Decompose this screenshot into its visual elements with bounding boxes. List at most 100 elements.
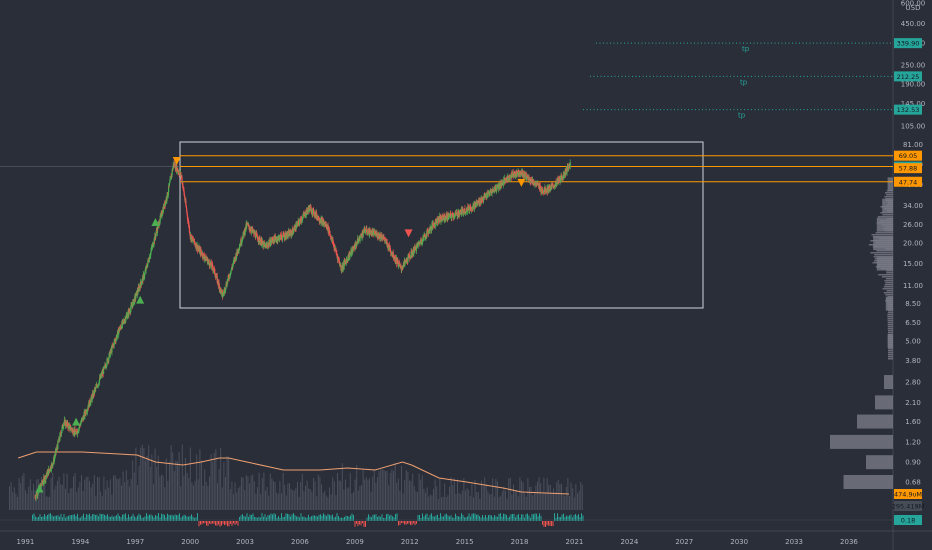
- candle-body: [426, 230, 428, 237]
- candle-body: [343, 260, 345, 267]
- candle-body: [168, 185, 170, 187]
- volume-bar: [81, 475, 82, 510]
- volume-bar: [244, 490, 246, 510]
- candle-body: [506, 176, 509, 182]
- volume-bar: [337, 472, 338, 510]
- candle-body: [263, 242, 265, 248]
- oscillator-bar: [350, 515, 351, 521]
- oscillator-bar: [477, 514, 479, 521]
- oscillator-bar: [339, 517, 341, 521]
- oscillator-bar: [372, 514, 374, 521]
- candle-body: [518, 173, 520, 176]
- candle-body: [436, 221, 439, 223]
- oscillator-bar: [254, 517, 255, 521]
- volume-bar: [90, 487, 92, 510]
- oscillator-bar: [411, 521, 413, 525]
- volume-bar: [74, 473, 76, 510]
- candle-body: [352, 247, 354, 249]
- oscillator-bar: [206, 521, 207, 526]
- volume-bar: [407, 471, 409, 510]
- oscillator-bar: [231, 521, 233, 526]
- candle-body: [509, 177, 511, 180]
- candle-body: [258, 241, 260, 243]
- price-axis-background[interactable]: [893, 0, 932, 550]
- oscillator-bar: [294, 515, 296, 521]
- candle-body: [449, 213, 451, 217]
- time-axis[interactable]: 1991 1994 1997 2000 2003 2006 2009 2012 2015 2018…: [17, 538, 859, 546]
- candle-body: [429, 230, 431, 233]
- volume-bar: [79, 481, 81, 510]
- candle-body: [215, 276, 217, 278]
- candle-body: [208, 263, 211, 267]
- oscillator-bar: [402, 521, 404, 524]
- candle-body: [291, 232, 293, 234]
- volume-bar: [580, 481, 582, 510]
- signal-triangle: [72, 417, 81, 426]
- volume-bar: [529, 486, 530, 510]
- candle-body: [265, 244, 267, 249]
- volume-bar: [201, 460, 202, 510]
- volume-bar: [353, 492, 354, 510]
- candle-body: [402, 266, 404, 268]
- volume-bar: [482, 485, 484, 510]
- volume-bar: [298, 496, 300, 510]
- oscillator-bar: [530, 517, 531, 521]
- candle-body: [204, 258, 206, 260]
- candle-body: [267, 244, 269, 247]
- candle-body: [349, 253, 351, 255]
- candle-body: [297, 220, 299, 225]
- volume-bar: [556, 482, 558, 510]
- horizontal-levels[interactable]: [0, 155, 893, 183]
- candle-body: [277, 236, 279, 240]
- volume-bar: [215, 449, 217, 510]
- volume-bar: [473, 497, 474, 510]
- volume-bar: [71, 488, 73, 510]
- candle-body: [480, 198, 483, 201]
- oscillator-bar: [224, 521, 225, 526]
- candle-body: [84, 411, 86, 414]
- volume-bar: [106, 480, 108, 510]
- candle-body: [535, 182, 537, 184]
- volume-bar: [389, 473, 391, 510]
- candle-body: [42, 482, 44, 484]
- candle-body: [275, 237, 277, 240]
- candle-body: [246, 223, 248, 227]
- volume-profile-bar: [887, 177, 893, 192]
- candle-body: [240, 242, 243, 244]
- target-level-label: tp: [738, 112, 746, 120]
- candle-body: [117, 330, 119, 335]
- oscillator-bar: [396, 513, 398, 521]
- candle-body: [90, 399, 92, 404]
- candle-body: [258, 236, 260, 242]
- price-tick-label: 2.80: [905, 379, 921, 387]
- volume-bar: [429, 494, 431, 510]
- candle-body: [178, 171, 180, 174]
- candle-body: [387, 243, 389, 250]
- oscillator-bar: [41, 517, 42, 521]
- oscillator-bar: [258, 516, 260, 521]
- range-box[interactable]: [179, 141, 704, 309]
- candle-body: [271, 240, 273, 243]
- oscillator-bar: [542, 521, 543, 525]
- candle-body: [58, 439, 61, 441]
- candle-body: [484, 194, 486, 198]
- candle-body: [166, 199, 168, 201]
- candle-body: [140, 283, 143, 285]
- candle-body: [388, 244, 390, 249]
- oscillator-bar: [51, 515, 53, 521]
- candle-body: [313, 215, 315, 216]
- volume-bar: [116, 478, 118, 510]
- oscillator-bar: [239, 517, 240, 521]
- oscillator-bar: [209, 521, 210, 524]
- candle-body: [269, 239, 271, 246]
- time-tick-label: 2012: [401, 538, 419, 546]
- candle-body: [161, 214, 163, 216]
- candle-body: [449, 213, 452, 214]
- candle-body: [313, 214, 315, 216]
- candle-body: [341, 269, 343, 271]
- volume-bar: [223, 461, 225, 510]
- volume-bar: [225, 477, 226, 510]
- candle-body: [48, 468, 50, 475]
